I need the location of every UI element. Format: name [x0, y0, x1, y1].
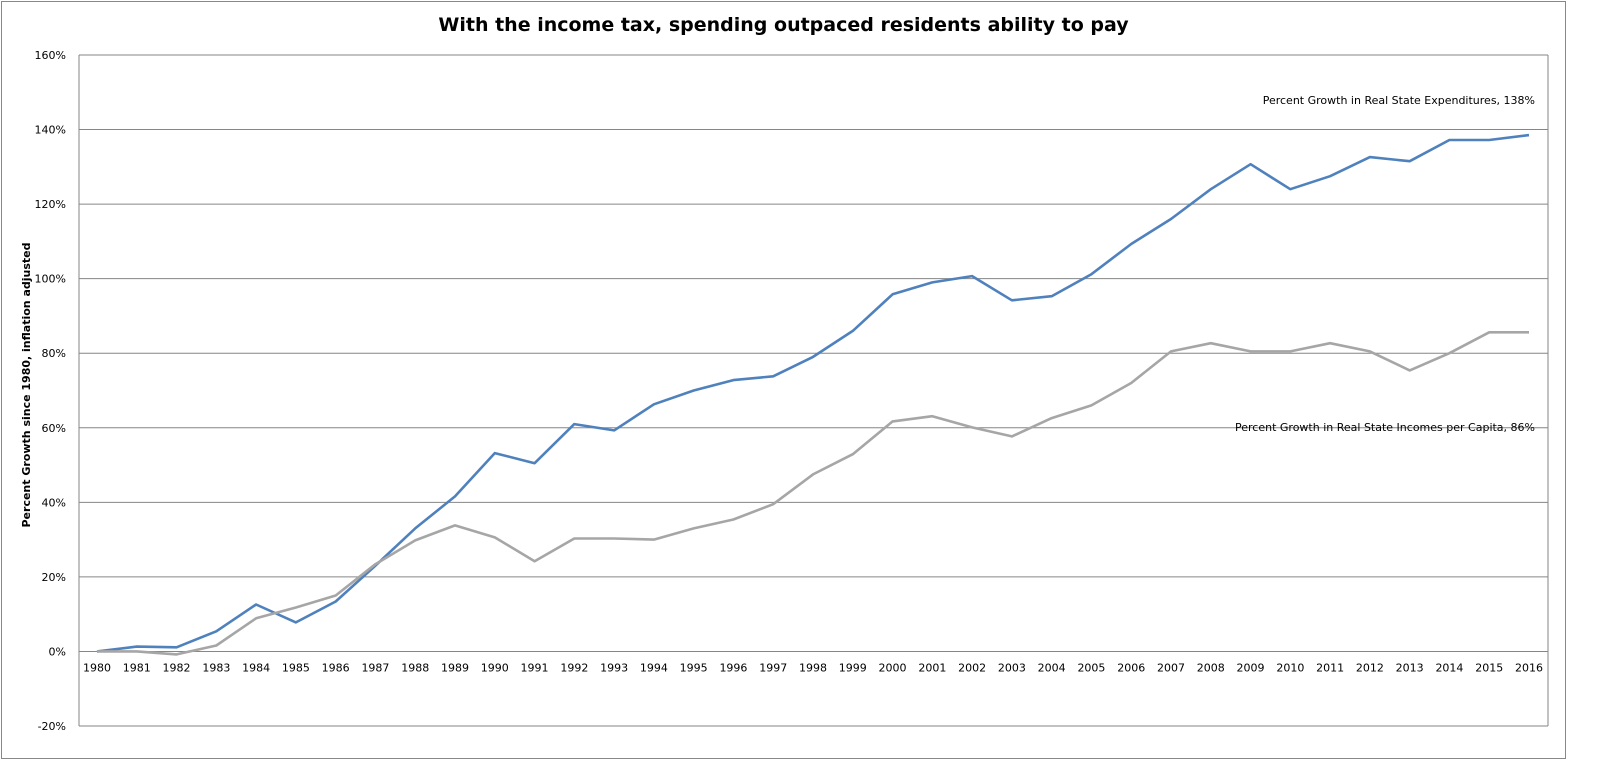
y-tick-label: -20%: [38, 720, 66, 733]
x-tick-label: 2003: [998, 661, 1026, 674]
x-tick-label: 1984: [242, 661, 270, 674]
series-annotation-incomes: Percent Growth in Real State Incomes per…: [1235, 421, 1535, 434]
y-tick-label: 80%: [42, 347, 66, 360]
x-tick-label: 2012: [1356, 661, 1384, 674]
x-tick-label: 1999: [839, 661, 867, 674]
x-tick-label: 2000: [879, 661, 907, 674]
y-tick-label: 100%: [35, 273, 66, 286]
x-tick-label: 2013: [1396, 661, 1424, 674]
chart-title: With the income tax, spending outpaced r…: [438, 14, 1129, 36]
y-tick-label: 60%: [42, 422, 66, 435]
x-tick-label: 1991: [521, 661, 549, 674]
x-tick-label: 1980: [83, 661, 111, 674]
y-tick-label: 0%: [49, 645, 66, 658]
x-tick-label: 1993: [600, 661, 628, 674]
x-tick-label: 1994: [640, 661, 668, 674]
y-axis-label: Percent Growth since 1980, inflation adj…: [20, 243, 33, 528]
x-tick-label: 1981: [123, 661, 151, 674]
series-line-expenditures: [96, 133, 1530, 653]
x-tick-label: 1985: [282, 661, 310, 674]
x-tick-label: 1996: [719, 661, 747, 674]
y-tick-label: 140%: [35, 124, 66, 137]
x-tick-label: 1997: [759, 661, 787, 674]
x-tick-label: 1998: [799, 661, 827, 674]
x-tick-label: 1988: [401, 661, 429, 674]
x-tick-label: 1983: [202, 661, 230, 674]
x-tick-label: 2010: [1276, 661, 1304, 674]
x-tick-label: 2006: [1117, 661, 1145, 674]
x-tick-label: 2011: [1316, 661, 1344, 674]
series-annotation-expenditures: Percent Growth in Real State Expenditure…: [1263, 94, 1535, 107]
y-tick-label: 20%: [42, 571, 66, 584]
x-tick-label: 2016: [1515, 661, 1543, 674]
x-tick-label: 1995: [680, 661, 708, 674]
x-tick-label: 1986: [322, 661, 350, 674]
y-tick-label: 40%: [42, 496, 66, 509]
x-tick-label: 2015: [1475, 661, 1503, 674]
x-tick-label: 1989: [441, 661, 469, 674]
x-tick-label: 2001: [918, 661, 946, 674]
chart-frame: [1, 1, 1566, 759]
x-tick-label: 2002: [958, 661, 986, 674]
x-tick-label: 1982: [163, 661, 191, 674]
x-tick-label: 2008: [1197, 661, 1225, 674]
x-tick-label: 2007: [1157, 661, 1185, 674]
x-tick-label: 1990: [481, 661, 509, 674]
x-tick-label: 2004: [1038, 661, 1066, 674]
series-line-incomes: [97, 330, 1529, 656]
x-tick-label: 2014: [1435, 661, 1463, 674]
x-tick-label: 1987: [361, 661, 389, 674]
x-tick-label: 2009: [1237, 661, 1265, 674]
x-tick-label: 2005: [1077, 661, 1105, 674]
y-tick-label: 160%: [35, 49, 66, 62]
y-tick-label: 120%: [35, 198, 66, 211]
x-tick-label: 1992: [560, 661, 588, 674]
